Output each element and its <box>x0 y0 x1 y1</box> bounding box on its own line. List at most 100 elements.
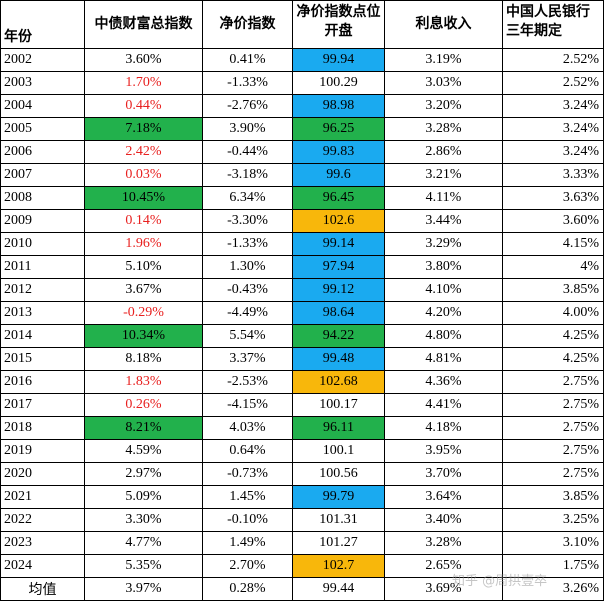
cell-net-price-open-point: 99.79 <box>292 485 385 509</box>
cell-total-wealth-index: 5.35% <box>84 554 203 578</box>
table-row: 2022 3.30% -0.10% 101.31 3.40% 3.25% <box>0 508 604 532</box>
cell-total-wealth-index: 1.70% <box>84 71 203 95</box>
cell-net-price-index: 3.90% <box>202 117 293 141</box>
cell-total-wealth-index: 2.42% <box>84 140 203 164</box>
cell-net-price-index: -1.33% <box>202 232 293 256</box>
table-row: 2008 10.45% 6.34% 96.45 4.11% 3.63% <box>0 186 604 210</box>
table-row: 2009 0.14% -3.30% 102.6 3.44% 3.60% <box>0 209 604 233</box>
cell-year: 2005 <box>0 117 85 141</box>
cell-pboc-three-year-deposit: 2.52% <box>502 71 604 95</box>
average-net: 0.28% <box>202 577 293 601</box>
cell-pboc-three-year-deposit: 3.85% <box>502 278 604 302</box>
table-row: 2019 4.59% 0.64% 100.1 3.95% 2.75% <box>0 439 604 463</box>
cell-net-price-open-point: 96.25 <box>292 117 385 141</box>
table-row: 2006 2.42% -0.44% 99.83 2.86% 3.24% <box>0 140 604 164</box>
cell-pboc-three-year-deposit: 3.24% <box>502 94 604 118</box>
average-interest: 3.69% <box>384 577 503 601</box>
cell-net-price-index: -1.33% <box>202 71 293 95</box>
average-row: 均值 3.97% 0.28% 99.44 3.69% 3.26% <box>0 577 604 601</box>
header-net-price-index: 净价指数 <box>202 0 293 49</box>
table-row: 2011 5.10% 1.30% 97.94 3.80% 4% <box>0 255 604 279</box>
cell-net-price-index: -0.10% <box>202 508 293 532</box>
cell-interest-income: 3.21% <box>384 163 503 187</box>
header-pboc-three-year-deposit: 中国人民银行三年期定 <box>502 0 604 49</box>
table-row: 2024 5.35% 2.70% 102.7 2.65% 1.75% <box>0 554 604 578</box>
cell-total-wealth-index: 0.03% <box>84 163 203 187</box>
header-total-wealth-index: 中债财富总指数 <box>84 0 203 49</box>
cell-net-price-index: 5.54% <box>202 324 293 348</box>
cell-year: 2019 <box>0 439 85 463</box>
average-label: 均值 <box>0 577 85 601</box>
cell-year: 2003 <box>0 71 85 95</box>
cell-year: 2004 <box>0 94 85 118</box>
cell-interest-income: 4.18% <box>384 416 503 440</box>
cell-year: 2017 <box>0 393 85 417</box>
cell-interest-income: 2.86% <box>384 140 503 164</box>
cell-year: 2013 <box>0 301 85 325</box>
cell-net-price-open-point: 102.7 <box>292 554 385 578</box>
cell-pboc-three-year-deposit: 3.24% <box>502 117 604 141</box>
average-open: 99.44 <box>292 577 385 601</box>
cell-total-wealth-index: 2.97% <box>84 462 203 486</box>
cell-interest-income: 3.40% <box>384 508 503 532</box>
cell-interest-income: 3.95% <box>384 439 503 463</box>
cell-net-price-open-point: 100.1 <box>292 439 385 463</box>
cell-interest-income: 3.28% <box>384 117 503 141</box>
table-row: 2007 0.03% -3.18% 99.6 3.21% 3.33% <box>0 163 604 187</box>
cell-year: 2012 <box>0 278 85 302</box>
cell-interest-income: 3.70% <box>384 462 503 486</box>
table-row: 2012 3.67% -0.43% 99.12 4.10% 3.85% <box>0 278 604 302</box>
cell-pboc-three-year-deposit: 3.24% <box>502 140 604 164</box>
cell-interest-income: 3.19% <box>384 48 503 72</box>
cell-pboc-three-year-deposit: 4.00% <box>502 301 604 325</box>
table-row: 2023 4.77% 1.49% 101.27 3.28% 3.10% <box>0 531 604 555</box>
cell-total-wealth-index: 8.18% <box>84 347 203 371</box>
cell-pboc-three-year-deposit: 3.60% <box>502 209 604 233</box>
cell-net-price-open-point: 100.29 <box>292 71 385 95</box>
cell-net-price-open-point: 98.64 <box>292 301 385 325</box>
cell-total-wealth-index: 4.59% <box>84 439 203 463</box>
cell-net-price-index: -3.18% <box>202 163 293 187</box>
cell-net-price-index: -4.49% <box>202 301 293 325</box>
cell-total-wealth-index: 5.10% <box>84 255 203 279</box>
cell-net-price-open-point: 102.68 <box>292 370 385 394</box>
cell-net-price-open-point: 100.56 <box>292 462 385 486</box>
cell-total-wealth-index: 3.30% <box>84 508 203 532</box>
cell-net-price-open-point: 102.6 <box>292 209 385 233</box>
table-row: 2016 1.83% -2.53% 102.68 4.36% 2.75% <box>0 370 604 394</box>
average-deposit: 3.26% <box>502 577 604 601</box>
cell-net-price-index: 1.30% <box>202 255 293 279</box>
cell-net-price-open-point: 98.98 <box>292 94 385 118</box>
cell-pboc-three-year-deposit: 4.15% <box>502 232 604 256</box>
table-row: 2002 3.60% 0.41% 99.94 3.19% 2.52% <box>0 48 604 72</box>
cell-net-price-open-point: 99.6 <box>292 163 385 187</box>
cell-net-price-open-point: 101.27 <box>292 531 385 555</box>
cell-net-price-open-point: 96.11 <box>292 416 385 440</box>
cell-total-wealth-index: 8.21% <box>84 416 203 440</box>
table-row: 2018 8.21% 4.03% 96.11 4.18% 2.75% <box>0 416 604 440</box>
cell-interest-income: 4.11% <box>384 186 503 210</box>
table-row: 2021 5.09% 1.45% 99.79 3.64% 3.85% <box>0 485 604 509</box>
cell-interest-income: 4.20% <box>384 301 503 325</box>
table-row: 2013 -0.29% -4.49% 98.64 4.20% 4.00% <box>0 301 604 325</box>
cell-pboc-three-year-deposit: 3.63% <box>502 186 604 210</box>
table-row: 2003 1.70% -1.33% 100.29 3.03% 2.52% <box>0 71 604 95</box>
cell-net-price-index: 3.37% <box>202 347 293 371</box>
cell-net-price-open-point: 101.31 <box>292 508 385 532</box>
cell-interest-income: 3.80% <box>384 255 503 279</box>
cell-year: 2016 <box>0 370 85 394</box>
cell-interest-income: 2.65% <box>384 554 503 578</box>
cell-pboc-three-year-deposit: 4.25% <box>502 324 604 348</box>
cell-interest-income: 3.29% <box>384 232 503 256</box>
cell-interest-income: 4.80% <box>384 324 503 348</box>
cell-total-wealth-index: 4.77% <box>84 531 203 555</box>
cell-net-price-index: -0.43% <box>202 278 293 302</box>
cell-total-wealth-index: -0.29% <box>84 301 203 325</box>
cell-total-wealth-index: 3.60% <box>84 48 203 72</box>
cell-pboc-three-year-deposit: 1.75% <box>502 554 604 578</box>
cell-pboc-three-year-deposit: 2.75% <box>502 416 604 440</box>
cell-interest-income: 4.81% <box>384 347 503 371</box>
cell-net-price-index: -3.30% <box>202 209 293 233</box>
cell-total-wealth-index: 3.67% <box>84 278 203 302</box>
